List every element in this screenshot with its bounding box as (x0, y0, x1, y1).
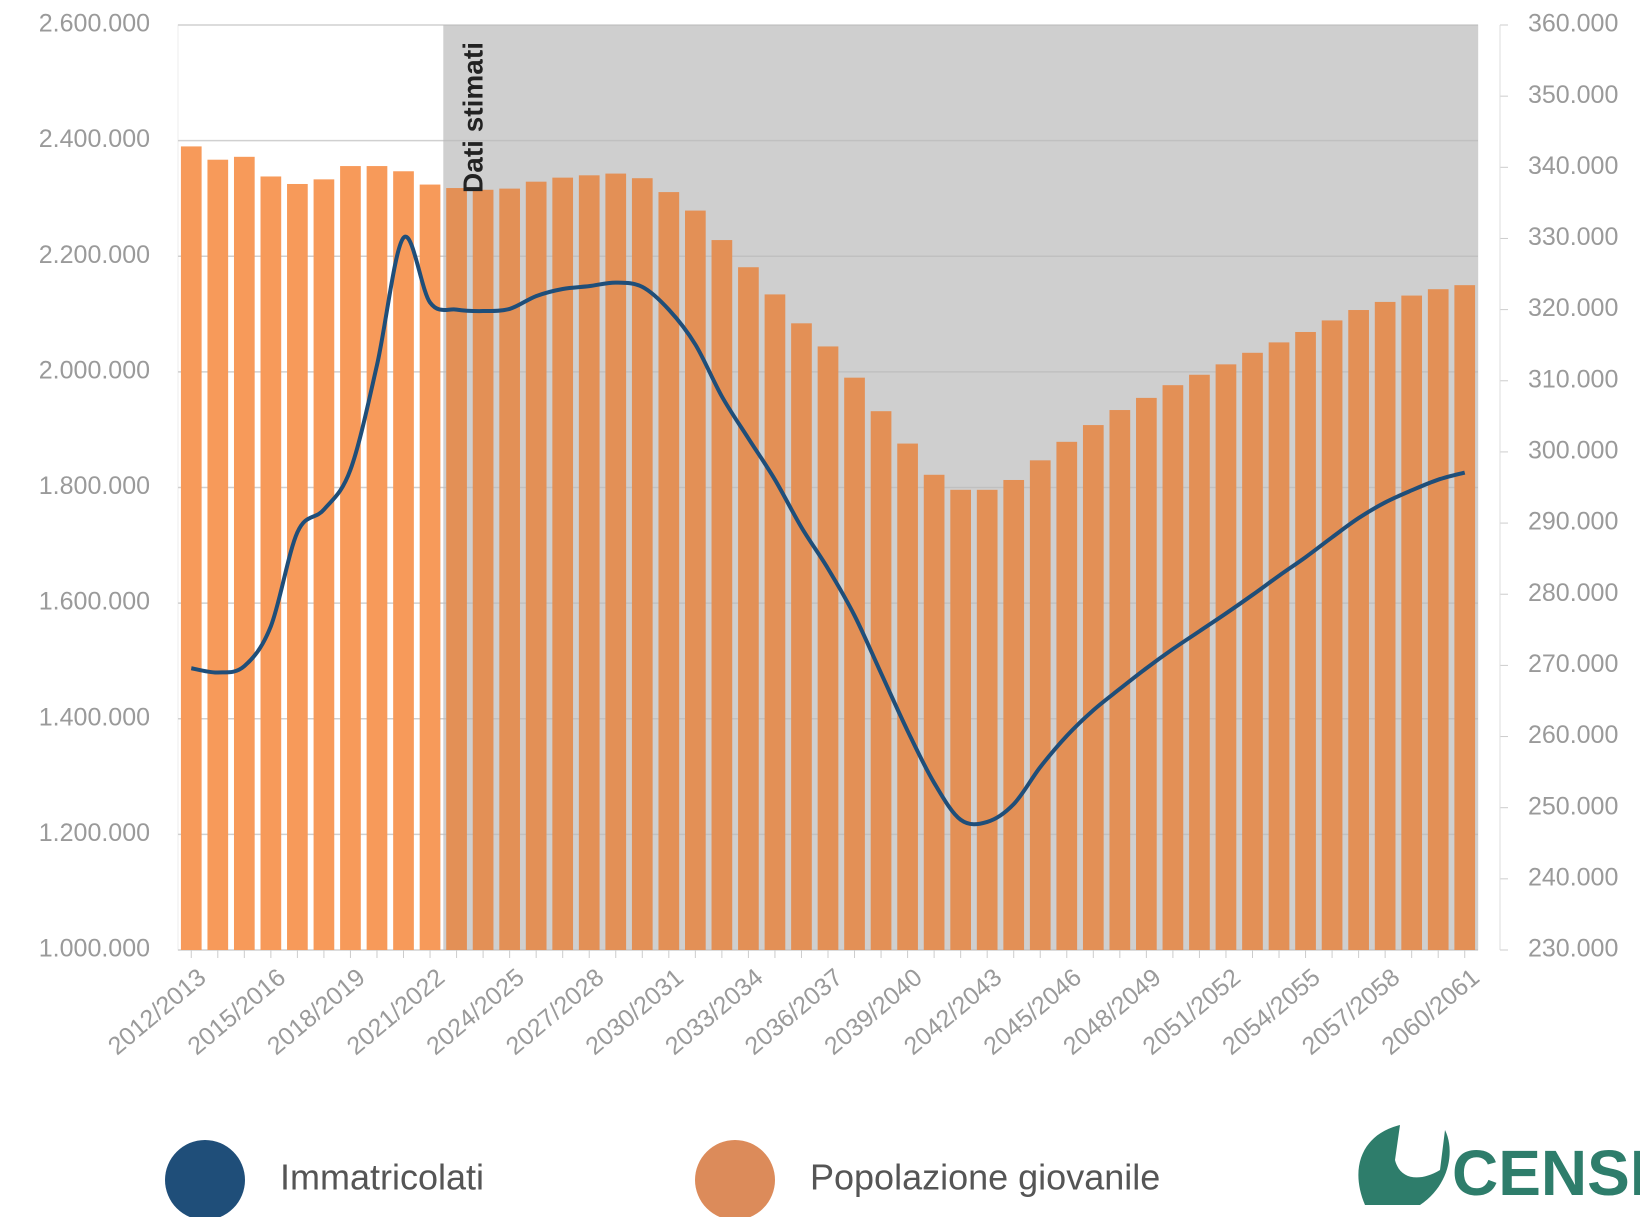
bar (605, 173, 627, 950)
bar (287, 183, 308, 950)
y2-tick-label: 330.000 (1528, 223, 1618, 251)
bar (685, 210, 706, 950)
y-tick-label: 2.200.000 (39, 241, 150, 269)
y-tick-label: 1.400.000 (39, 703, 150, 731)
y2-tick-label: 300.000 (1528, 437, 1618, 465)
bar (1427, 289, 1449, 950)
logo-mark (1358, 1125, 1450, 1205)
bar (233, 156, 255, 950)
y2-tick-label: 340.000 (1528, 152, 1618, 180)
bar (1348, 310, 1369, 950)
y-tick-label: 1.000.000 (39, 935, 150, 963)
y-tick-label: 1.600.000 (39, 588, 150, 616)
bar (1374, 301, 1396, 950)
y2-tick-label: 280.000 (1528, 579, 1618, 607)
bar (419, 184, 441, 950)
y-tick-label: 2.600.000 (39, 10, 150, 38)
legend-label: Immatricolati (280, 1157, 484, 1198)
bar (1003, 479, 1025, 950)
bar (180, 146, 202, 950)
bar (870, 411, 892, 950)
bar (950, 489, 971, 950)
y-tick-label: 1.200.000 (39, 819, 150, 847)
bar (313, 179, 335, 950)
bar (366, 166, 388, 950)
bar (817, 346, 839, 950)
bar (446, 188, 467, 950)
y2-tick-label: 270.000 (1528, 650, 1618, 678)
bar (1401, 295, 1423, 950)
bar (1268, 342, 1290, 950)
y2-tick-label: 290.000 (1528, 508, 1618, 536)
legend-label: Popolazione giovanile (810, 1157, 1160, 1198)
annotation: Dati stimati (458, 42, 489, 193)
bar (340, 166, 361, 950)
bar (1029, 460, 1051, 950)
bar (764, 294, 786, 950)
bar (1056, 441, 1078, 950)
y2-tick-label: 350.000 (1528, 81, 1618, 109)
legend-marker (165, 1140, 245, 1217)
y2-tick-label: 320.000 (1528, 294, 1618, 322)
bar (1242, 352, 1263, 950)
y2-tick-label: 310.000 (1528, 365, 1618, 393)
bar (791, 323, 812, 950)
bar (525, 181, 547, 950)
y2-tick-label: 260.000 (1528, 721, 1618, 749)
bar (1162, 385, 1184, 950)
bar (472, 189, 494, 950)
bar (1136, 397, 1157, 950)
bar (1215, 364, 1237, 950)
bar (499, 188, 520, 950)
bar (658, 192, 680, 950)
bar (393, 171, 414, 950)
y-tick-label: 1.800.000 (39, 472, 150, 500)
y2-tick-label: 360.000 (1528, 10, 1618, 38)
bar (897, 443, 918, 950)
bar (738, 267, 759, 950)
bar (1109, 410, 1131, 950)
line (190, 234, 1466, 827)
y-tick-label: 2.400.000 (39, 125, 150, 153)
bar (711, 240, 733, 950)
logo-text: CENSIS (1452, 1137, 1640, 1209)
legend-marker (695, 1140, 775, 1217)
y2-tick-label: 240.000 (1528, 863, 1618, 891)
bar (1454, 285, 1476, 950)
bar (976, 489, 998, 950)
y2-tick-label: 230.000 (1528, 935, 1618, 963)
bar (1189, 374, 1210, 950)
bar (1295, 331, 1316, 950)
bar (552, 177, 574, 950)
y2-tick-label: 250.000 (1528, 792, 1618, 820)
bar (1321, 320, 1343, 950)
estimate-overlay (443, 25, 1478, 950)
bar (631, 178, 653, 950)
bar (578, 175, 600, 950)
bar (1082, 425, 1104, 950)
bar (207, 159, 229, 950)
bar (923, 474, 945, 950)
bar (260, 176, 282, 950)
bar (844, 377, 865, 950)
y-tick-label: 2.000.000 (39, 356, 150, 384)
